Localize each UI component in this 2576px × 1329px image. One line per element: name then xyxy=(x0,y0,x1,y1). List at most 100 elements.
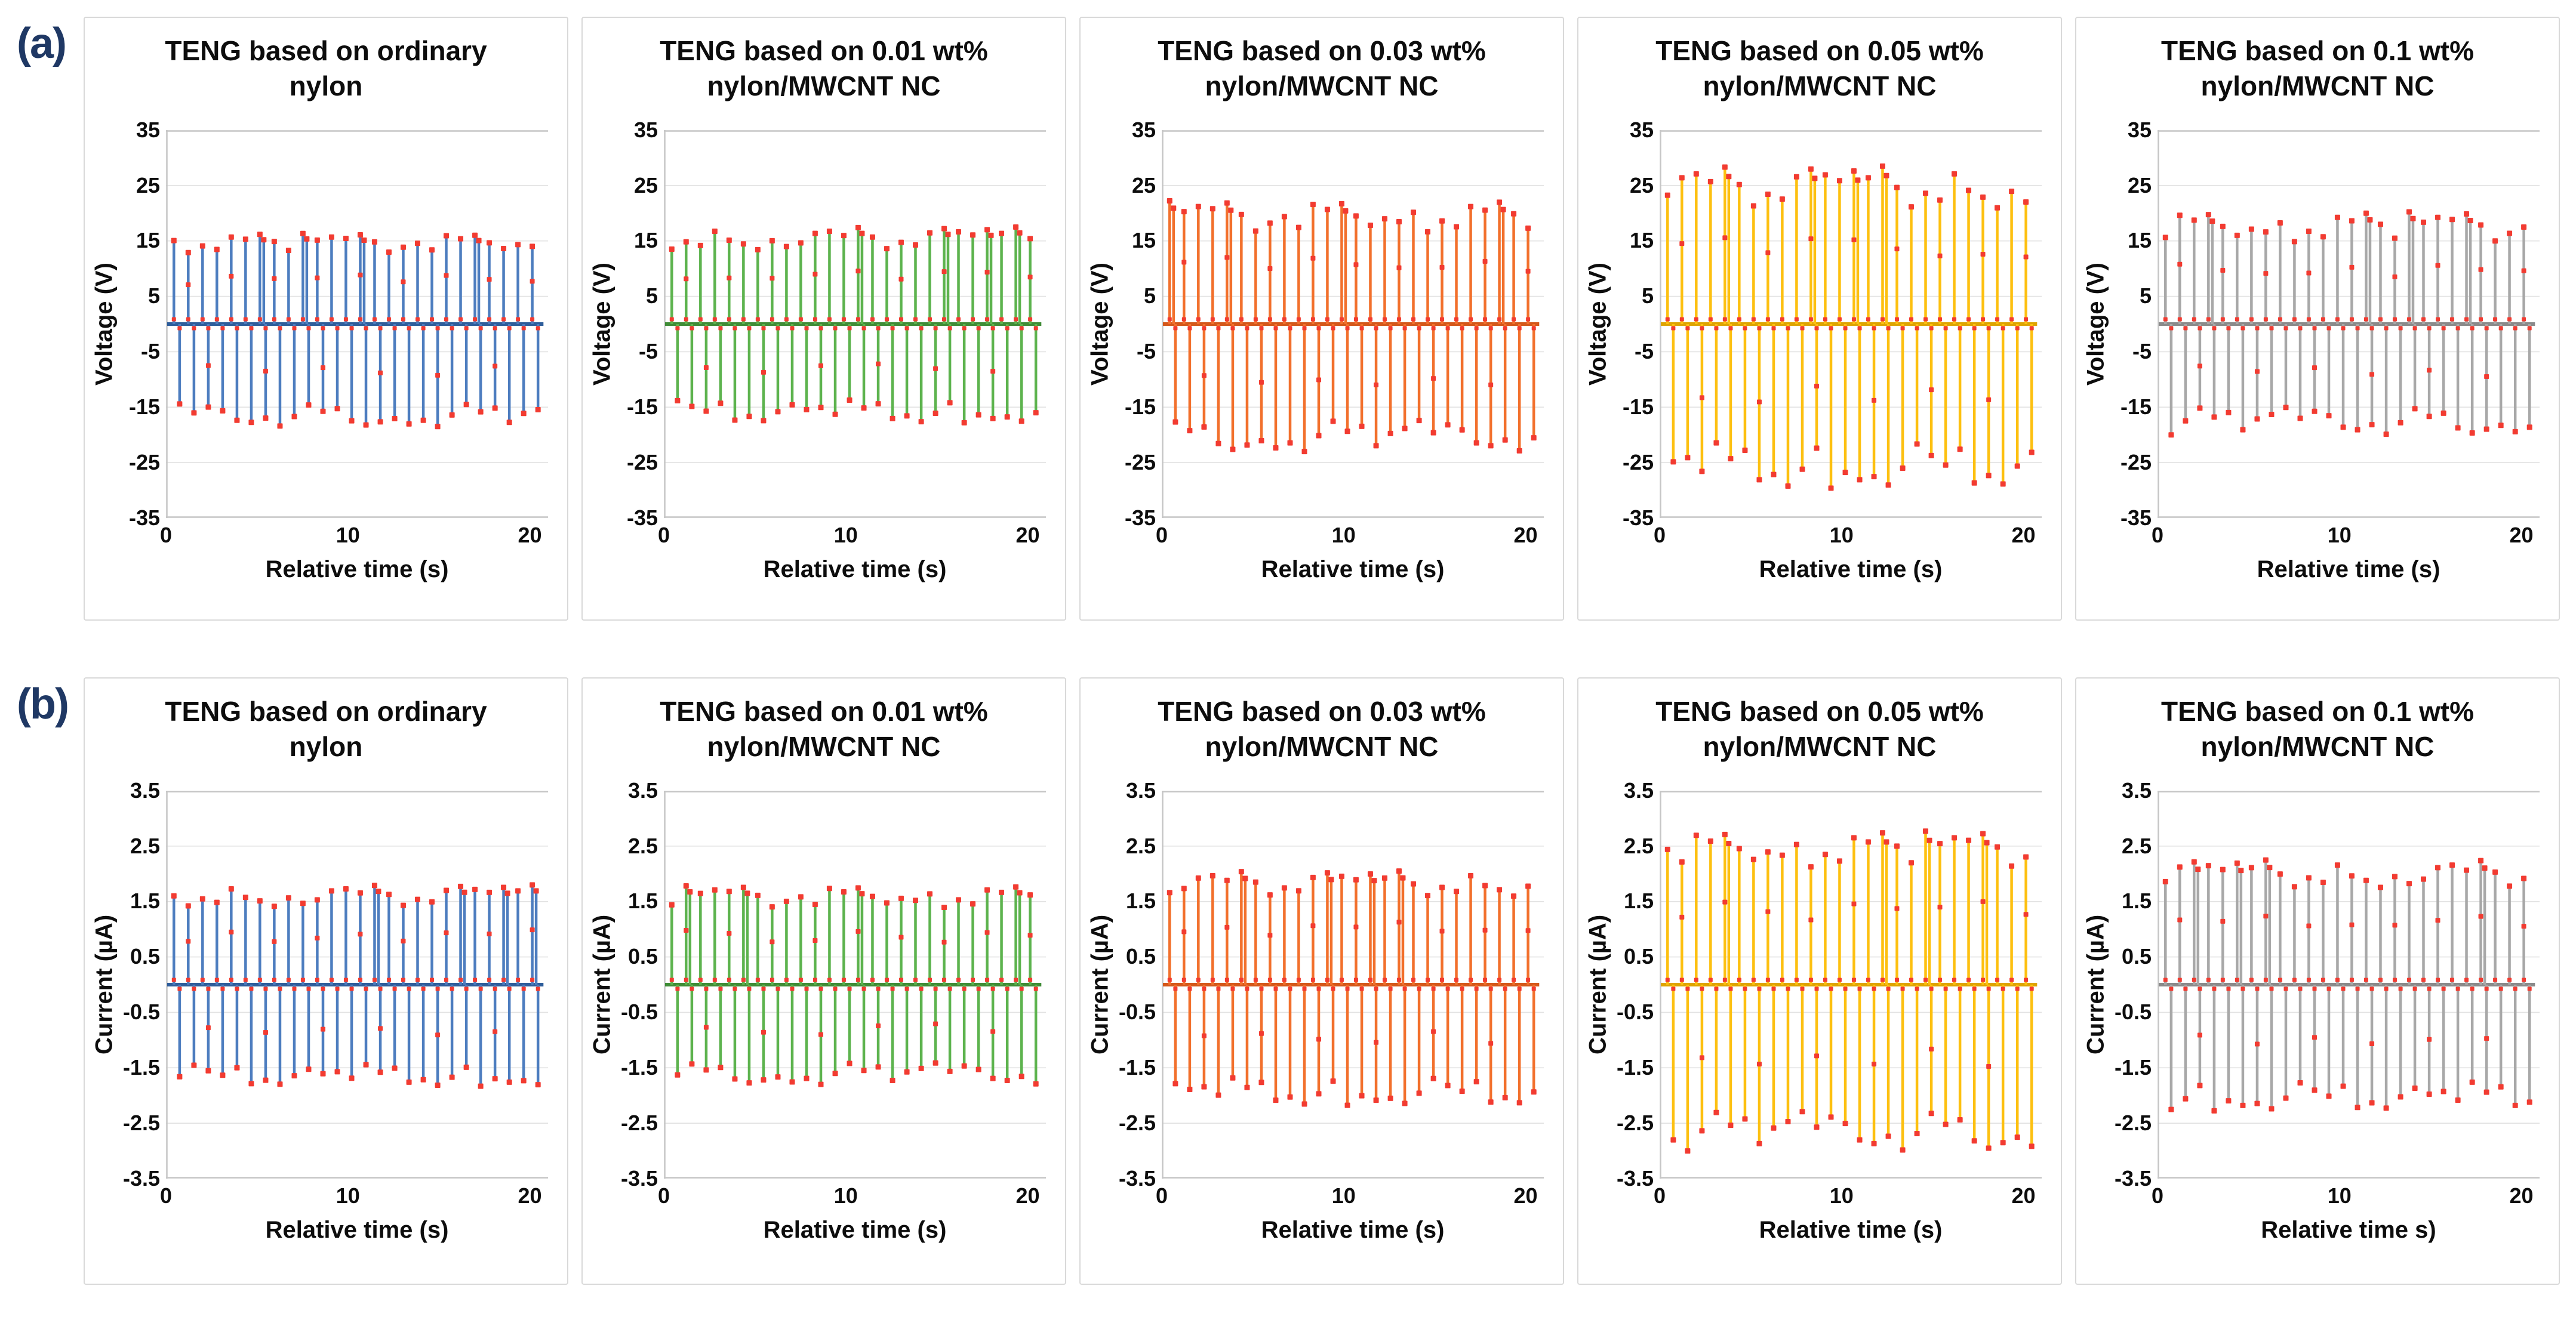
y-axis-label: Current (µA) xyxy=(2082,914,2109,1054)
x-axis-ticks: 0 10 20 xyxy=(583,1183,1065,1212)
y-tick-label: 25 xyxy=(1629,172,1654,198)
y-tick-label: 35 xyxy=(2127,117,2152,142)
x-tick-label: 0 xyxy=(2151,522,2164,547)
x-tick-label: 0 xyxy=(159,1183,173,1208)
x-tick-label: 20 xyxy=(2011,522,2036,547)
y-tick-label: -1.5 xyxy=(122,1055,160,1080)
y-tick-label: 25 xyxy=(2127,172,2152,198)
x-axis-ticks: 0 10 20 xyxy=(583,523,1065,551)
y-tick-label: 2.5 xyxy=(2121,833,2152,858)
panel-title: TENG based on 0.1 wt% nylon/MWCNT NC xyxy=(2076,694,2559,764)
x-tick-label: 10 xyxy=(1829,522,1854,547)
panel-title-line: nylon/MWCNT NC xyxy=(707,730,941,762)
y-tick-label: -1.5 xyxy=(1118,1055,1156,1080)
y-tick-label: 3.5 xyxy=(1125,778,1156,803)
gridlines xyxy=(1660,790,2042,1179)
y-tick-label: 15 xyxy=(1131,228,1156,253)
gridlines xyxy=(1162,129,1544,518)
y-axis-label: Current (µA) xyxy=(91,914,118,1054)
x-axis-label: Relative time (s) xyxy=(1261,556,1445,582)
y-axis-ticks: 35 25 15 5 -5 -15 -25 -35 xyxy=(616,118,664,530)
panel-title-line: TENG based on ordinary xyxy=(165,696,487,727)
y-axis-ticks: 35 25 15 5 -5 -15 -25 -35 xyxy=(2110,118,2158,530)
x-axis-ticks: 0 10 20 xyxy=(1081,523,1563,551)
panel-title-line: TENG based on 0.03 wt% xyxy=(1158,696,1486,727)
x-tick-label: 10 xyxy=(1331,1183,1356,1208)
y-tick-label: -25 xyxy=(1124,449,1156,474)
y-axis-ticks: 35 25 15 5 -5 -15 -25 -35 xyxy=(1612,118,1660,530)
y-tick-label: 1.5 xyxy=(130,889,160,914)
y-tick-label: 0.5 xyxy=(1623,944,1654,969)
series-spikes xyxy=(1661,828,2038,1154)
series-spikes xyxy=(1163,868,1540,1108)
y-tick-label: 35 xyxy=(136,117,160,142)
gridlines xyxy=(2158,790,2540,1179)
chart-area: Voltage (V) 35 25 15 5 -5 -15 -25 -35 xyxy=(85,118,567,530)
y-tick-label: 1.5 xyxy=(627,889,658,914)
y-tick-label: -0.5 xyxy=(1118,1000,1156,1025)
chart-area: Current (µA) 3.5 2.5 1.5 0.5 -0.5 -1.5 -2.5 -3.5 xyxy=(1081,778,1563,1191)
x-tick-label: 0 xyxy=(1155,1183,1168,1208)
x-tick-label: 10 xyxy=(2327,522,2352,547)
figure-panel-b2: TENG based on 0.01 wt% nylon/MWCNT NC Curr… xyxy=(581,677,1066,1285)
x-tick-label: 10 xyxy=(1829,1183,1854,1208)
panel-letter-a: (a) xyxy=(17,20,67,67)
panel-letter-b: (b) xyxy=(17,680,69,728)
chart-area: Voltage (V) 35 25 15 5 -5 -15 -25 -35 xyxy=(2076,118,2559,530)
panels-container-a: TENG based on ordinary nylon Voltage (V) 35… xyxy=(84,17,2560,621)
y-tick-label: -5 xyxy=(1136,339,1156,364)
y-tick-label: -3.5 xyxy=(2114,1165,2152,1191)
y-tick-label: -5 xyxy=(1634,339,1654,364)
figure-panel-a1: TENG based on ordinary nylon Voltage (V) 35… xyxy=(84,17,568,621)
figure-panel-a3: TENG based on 0.03 wt% nylon/MWCNT NC Volt… xyxy=(1079,17,1564,621)
x-axis-ticks: 0 10 20 xyxy=(1081,1183,1563,1212)
panel-title-line: nylon xyxy=(289,730,363,762)
figure-row-b: (b) TENG based on ordinary nylon Current (… xyxy=(17,677,2576,1285)
panel-title-line: TENG based on 0.05 wt% xyxy=(1655,696,1984,727)
y-tick-label: -0.5 xyxy=(620,1000,658,1025)
series-spikes xyxy=(2159,209,2535,437)
x-tick-label: 20 xyxy=(2509,1183,2534,1208)
series-spikes xyxy=(1163,198,1540,454)
y-tick-label: 2.5 xyxy=(130,833,160,858)
y-tick-label: -2.5 xyxy=(2114,1110,2152,1135)
chart-area: Current (µA) 3.5 2.5 1.5 0.5 -0.5 -1.5 -2.5 -3.5 xyxy=(85,778,567,1191)
panel-title-line: nylon/MWCNT NC xyxy=(1703,730,1937,762)
y-tick-label: -25 xyxy=(1622,449,1654,474)
stem-chart-plot xyxy=(2158,129,2540,518)
chart-area: Voltage (V) 35 25 15 5 -5 -15 -25 -35 xyxy=(1081,118,1563,530)
x-tick-label: 10 xyxy=(336,522,360,547)
panel-title-line: nylon/MWCNT NC xyxy=(2200,730,2435,762)
y-tick-label: 5 xyxy=(2139,283,2152,309)
stem-chart-plot xyxy=(1162,790,1544,1179)
x-tick-label: 10 xyxy=(833,1183,858,1208)
x-tick-label: 10 xyxy=(336,1183,360,1208)
y-tick-label: -25 xyxy=(2120,449,2152,474)
y-tick-label: -35 xyxy=(128,505,160,530)
figure-panel-a4: TENG based on 0.05 wt% nylon/MWCNT NC Volt… xyxy=(1577,17,2062,621)
y-axis-label: Voltage (V) xyxy=(2082,262,2109,386)
panel-title-line: nylon/MWCNT NC xyxy=(1205,70,1439,101)
panel-title: TENG based on 0.05 wt% nylon/MWCNT NC xyxy=(1578,694,2061,764)
figure-panel-b4: TENG based on 0.05 wt% nylon/MWCNT NC Curr… xyxy=(1577,677,2062,1285)
x-tick-label: 0 xyxy=(1653,1183,1666,1208)
y-tick-label: 0.5 xyxy=(2121,944,2152,969)
y-tick-label: -35 xyxy=(626,505,658,530)
y-tick-label: 2.5 xyxy=(1623,833,1654,858)
y-tick-label: 35 xyxy=(1629,117,1654,142)
stem-chart-plot xyxy=(166,790,548,1179)
y-tick-label: -35 xyxy=(2120,505,2152,530)
y-tick-label: 35 xyxy=(633,117,658,142)
x-axis-label: Relative time (s) xyxy=(1261,1216,1445,1243)
panel-title-line: TENG based on 0.01 wt% xyxy=(660,35,988,66)
y-tick-label: 15 xyxy=(136,228,160,253)
figure-panel-b5: TENG based on 0.1 wt% nylon/MWCNT NC Curre… xyxy=(2075,677,2560,1285)
panel-title: TENG based on ordinary nylon xyxy=(85,694,567,764)
figure-panel-b1: TENG based on ordinary nylon Current (µA) 3… xyxy=(84,677,568,1285)
gridlines xyxy=(166,790,548,1179)
y-tick-label: -25 xyxy=(128,449,160,474)
y-axis-label: Voltage (V) xyxy=(1087,262,1113,386)
y-axis-label: Current (µA) xyxy=(1087,914,1113,1054)
x-axis-label: Relative time (s) xyxy=(265,556,449,582)
y-tick-label: 25 xyxy=(136,172,160,198)
